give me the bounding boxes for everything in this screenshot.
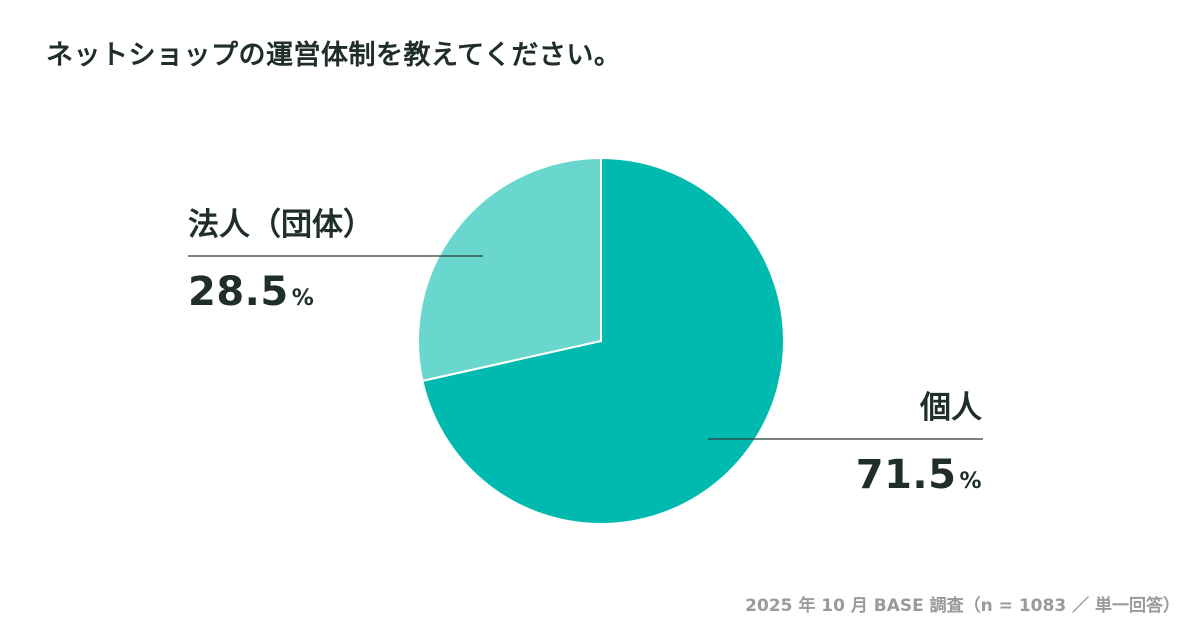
label-individual-name: 個人 bbox=[920, 390, 982, 426]
percent-sign: % bbox=[959, 469, 982, 494]
pie-slice-corporate bbox=[417, 156, 602, 383]
label-corporate-value: 28.5% bbox=[188, 272, 314, 312]
percent-sign: % bbox=[291, 286, 315, 311]
label-corporate: 法人（団体） 28.5% bbox=[188, 207, 374, 313]
source-note: 2025 年 10 月 BASE 調査（n = 1083 ／ 単一回答） bbox=[745, 596, 1180, 616]
chart-title: ネットショップの運営体制を教えてください。 bbox=[46, 40, 622, 71]
label-corporate-number: 28.5 bbox=[188, 269, 289, 315]
pie-slice-individual bbox=[421, 156, 785, 525]
label-corporate-name: 法人（団体） bbox=[188, 207, 374, 243]
label-individual-value: 71.5% bbox=[856, 455, 982, 495]
label-individual: 個人 71.5% bbox=[856, 390, 982, 496]
label-individual-number: 71.5 bbox=[855, 452, 957, 498]
